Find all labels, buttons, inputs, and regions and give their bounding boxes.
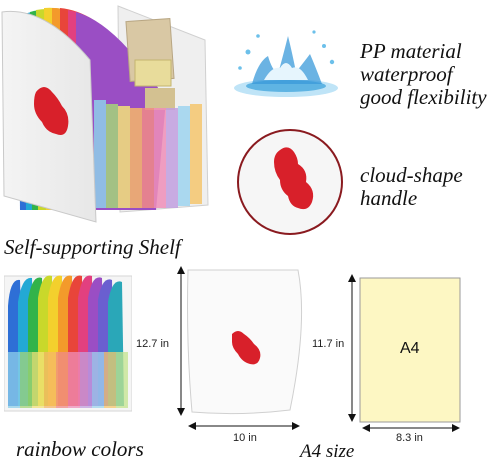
a4-width-label: 8.3 in [396,432,423,444]
handle-line: handle [360,186,418,210]
rainbow-organizer-image [4,275,132,412]
a4-caption: A4 size [300,441,355,462]
a4-paper-diagram [348,274,461,432]
material-line: PP material [360,39,462,63]
height-label: 12.7 in [136,338,170,350]
product-dimension-diagram [177,266,303,430]
shelf-caption: Self-supporting Shelf [4,235,181,259]
cloud-handle-icon [237,129,343,235]
organizer-product-image [1,5,209,223]
rainbow-caption: rainbow colors [16,437,144,461]
a4-paper-label: A4 [400,340,420,357]
a4-height-label: 11.7 in [312,338,345,350]
material-line: good flexibility [360,85,487,109]
handle-line: cloud-shape [360,163,463,187]
width-label: 10 in [233,432,257,444]
water-splash-icon [234,30,338,97]
material-feature-text: PP material waterproof good flexibility [360,40,488,109]
handle-feature-text: cloud-shape handle [360,164,488,210]
material-line: waterproof [360,62,453,86]
